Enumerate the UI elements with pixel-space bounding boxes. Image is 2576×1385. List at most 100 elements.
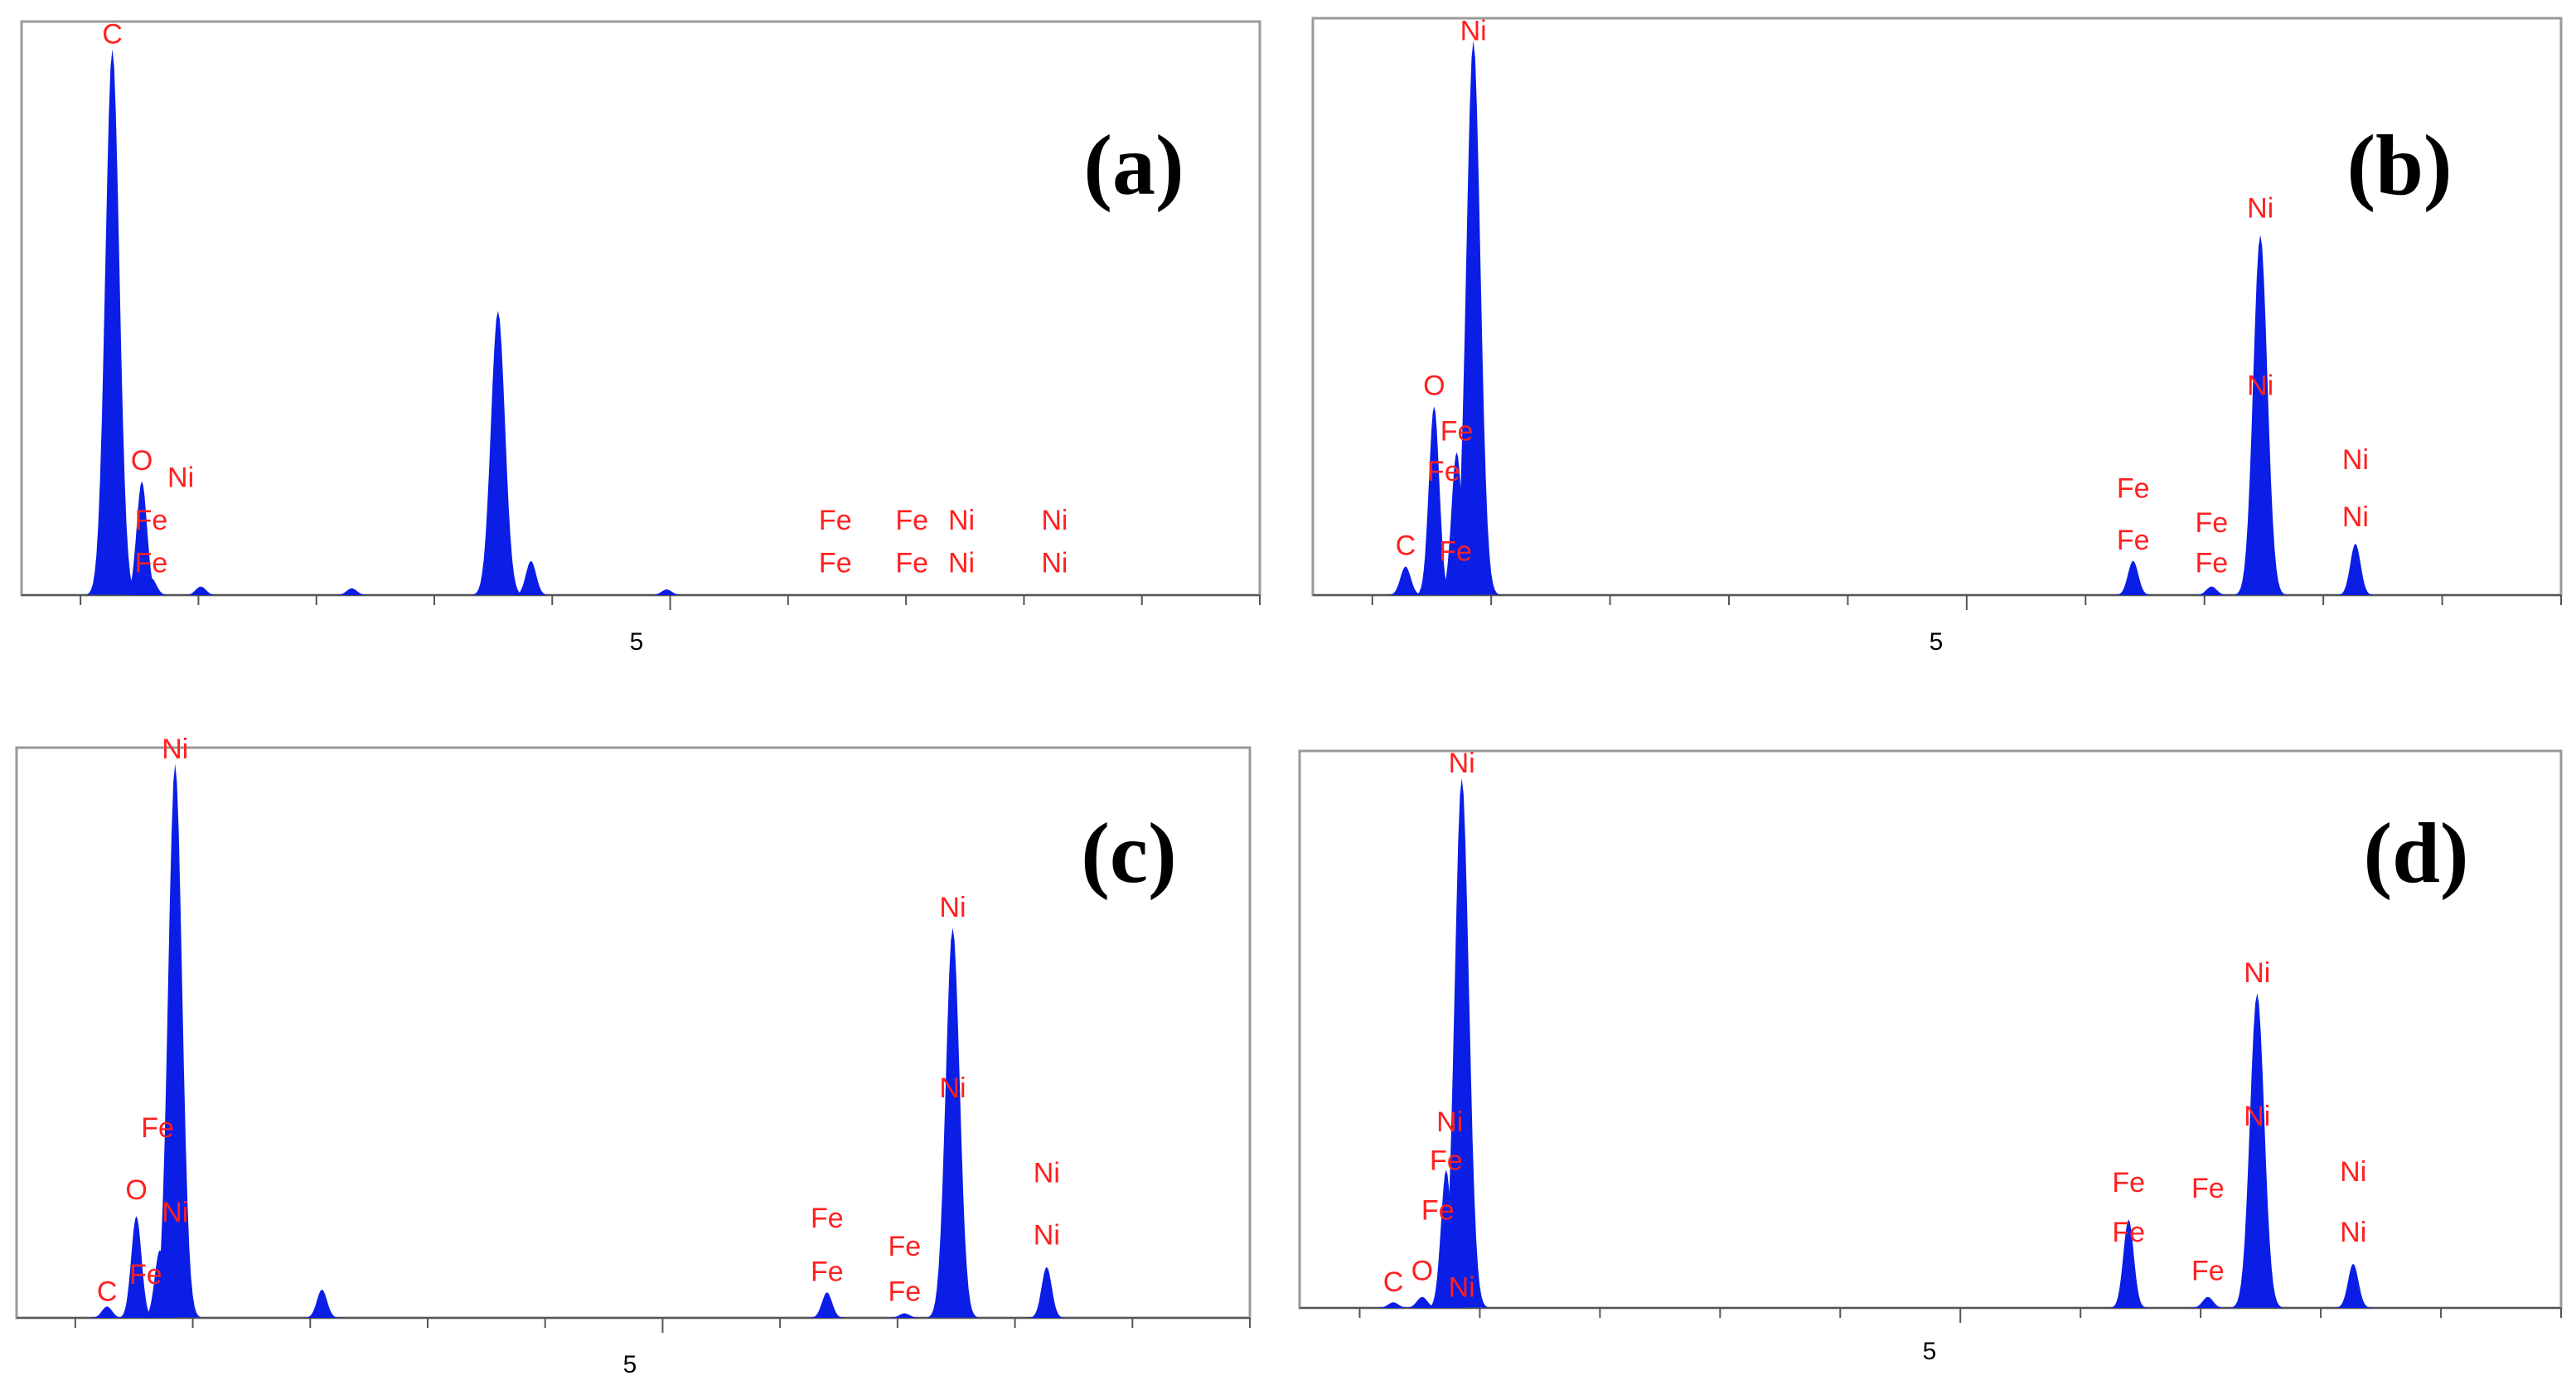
- panel-a: C O Ni Fe Fe Fe Fe Fe Ni Fe Ni Ni Ni 5 (a): [20, 19, 1261, 656]
- panel-a-frame: [20, 20, 1261, 597]
- panel-d-element-label: Ni: [2340, 1156, 2366, 1188]
- panel-b-element-label: Fe: [1427, 456, 1460, 487]
- panel-d-element-labels: Ni Ni Fe Fe C O Ni Ni Ni Fe Fe Fe Fe Ni Ni: [1383, 748, 2367, 1304]
- panel-c-element-label: Ni: [1034, 1219, 1060, 1251]
- panel-a-element-label: Ni: [1041, 548, 1068, 579]
- panel-b-element-label: Ni: [2247, 193, 2273, 225]
- panel-a-element-label: Ni: [948, 505, 975, 536]
- panel-b-peak: [1414, 406, 1454, 595]
- panel-a-peak: [85, 49, 139, 595]
- panel-c-peak: [807, 1292, 847, 1318]
- panel-c-element-label: Ni: [162, 1197, 188, 1228]
- panel-b-peak: [2191, 586, 2231, 595]
- panel-d-label: (d): [2363, 806, 2468, 901]
- panel-d-peak: [2187, 1296, 2228, 1308]
- panel-c-element-label: O: [125, 1174, 147, 1206]
- panel-b-element-label: Ni: [2342, 444, 2369, 476]
- panel-a-element-label: Fe: [819, 505, 852, 536]
- panel-d-peak: [1373, 1302, 1413, 1308]
- panel-a-element-labels: C O Ni Fe Fe Fe Fe Fe Ni Fe Ni Ni Ni: [102, 19, 1068, 579]
- panel-c-element-label: Ni: [1034, 1157, 1060, 1189]
- panel-a-element-label: Fe: [895, 505, 928, 536]
- panel-a-element-label: C: [102, 19, 123, 51]
- panel-a-peak: [122, 481, 162, 595]
- panel-b-spectrum: [1386, 40, 2375, 595]
- panel-b-peak: [1436, 452, 1477, 595]
- panel-a-element-label: Fe: [819, 548, 852, 579]
- panel-b-peak: [2114, 560, 2153, 595]
- panel-a-peak: [332, 588, 371, 595]
- panel-c-peak: [148, 763, 202, 1318]
- panel-c-peak: [303, 1289, 341, 1318]
- panel-a-element-label: O: [131, 445, 153, 477]
- panel-d-element-label: Fe: [1430, 1145, 1463, 1177]
- panel-c-x-tick-label: 5: [623, 1351, 637, 1378]
- panel-a-element-label: Ni: [948, 548, 975, 579]
- panel-d-peak: [2109, 1219, 2149, 1308]
- panel-c-frame: [15, 746, 1252, 1320]
- panel-b-element-label: Fe: [1441, 416, 1474, 448]
- panel-b-x-tick-label: 5: [1930, 628, 1944, 656]
- panel-b-element-label: Fe: [2195, 507, 2228, 539]
- panel-c-element-label: C: [97, 1276, 118, 1308]
- panel-c-element-label: Ni: [939, 892, 966, 923]
- panel-a-element-label: Fe: [895, 548, 928, 579]
- panel-a-element-label: Ni: [167, 462, 194, 494]
- panel-d-element-label: Fe: [2112, 1167, 2145, 1199]
- panel-b-peak: [1386, 566, 1426, 595]
- panel-b: Ni O Fe Fe C Fe Ni Ni Fe Fe Fe Fe Ni Ni 5 (b): [1311, 16, 2563, 656]
- panel-c-element-label: Fe: [811, 1257, 844, 1288]
- panel-c-element-label: Ni: [939, 1073, 966, 1104]
- panel-d-element-label: Fe: [2191, 1256, 2225, 1287]
- panel-a-peak: [511, 560, 551, 595]
- panel-c-peak: [87, 1306, 127, 1318]
- panel-c-element-label: Fe: [141, 1112, 174, 1144]
- panel-c-element-label: Fe: [129, 1259, 162, 1291]
- panel-b-element-label: Fe: [2117, 525, 2150, 556]
- panel-d-ticks: [1358, 1308, 2562, 1323]
- panel-d-peak: [2333, 1263, 2374, 1308]
- panel-b-element-label: Fe: [2117, 473, 2150, 505]
- panel-b-element-label: Ni: [1460, 16, 1487, 47]
- panel-c-peak: [926, 927, 980, 1318]
- panel-b-element-label: Ni: [2247, 370, 2273, 402]
- panel-a-peak: [181, 586, 220, 595]
- panel-c-peak: [1027, 1266, 1067, 1318]
- panel-b-peak: [2233, 235, 2288, 595]
- panel-d-peak: [1426, 1170, 1466, 1308]
- panel-d-element-label: Ni: [1449, 1272, 1475, 1304]
- panel-d-element-label: Fe: [1421, 1194, 1455, 1226]
- panel-d-frame: [1298, 749, 2563, 1310]
- panel-b-ticks: [1371, 595, 2562, 610]
- panel-d-spectrum: [1373, 777, 2374, 1308]
- panel-c-peak: [117, 1216, 156, 1318]
- panel-b-peak: [1446, 40, 1500, 595]
- panel-a-peak: [132, 578, 171, 595]
- panel-d-element-label: Ni: [2244, 957, 2270, 989]
- panel-a-peak: [646, 589, 686, 595]
- panel-c-peak: [885, 1313, 924, 1318]
- panel-a-ticks: [80, 595, 1261, 610]
- panel-d-element-label: Ni: [1449, 748, 1475, 779]
- panel-b-element-labels: Ni O Fe Fe C Fe Ni Ni Fe Fe Fe Fe Ni Ni: [1396, 16, 2369, 579]
- panel-d: Ni Ni Fe Fe C O Ni Ni Ni Fe Fe Fe Fe Ni Ni 5 (d): [1298, 748, 2563, 1365]
- panel-b-frame: [1311, 17, 2563, 597]
- panel-c-element-label: Fe: [889, 1276, 922, 1308]
- panel-d-element-label: Ni: [2244, 1101, 2270, 1132]
- panel-b-peak: [2336, 543, 2375, 595]
- panel-d-element-label: O: [1411, 1256, 1433, 1287]
- panel-d-peak: [1435, 777, 1489, 1308]
- panel-d-element-label: Ni: [1436, 1107, 1463, 1138]
- panel-b-label: (b): [2346, 118, 2452, 213]
- panel-a-element-label: Fe: [135, 505, 168, 536]
- panel-b-element-label: O: [1423, 370, 1445, 402]
- panel-a-element-label: Ni: [1041, 505, 1068, 536]
- panel-c-element-label: Ni: [162, 734, 188, 765]
- panel-c-label: (c): [1081, 806, 1176, 901]
- panel-b-element-label: Ni: [2342, 501, 2369, 533]
- panel-c-ticks: [74, 1318, 1251, 1333]
- panel-a-element-label: Fe: [135, 548, 168, 579]
